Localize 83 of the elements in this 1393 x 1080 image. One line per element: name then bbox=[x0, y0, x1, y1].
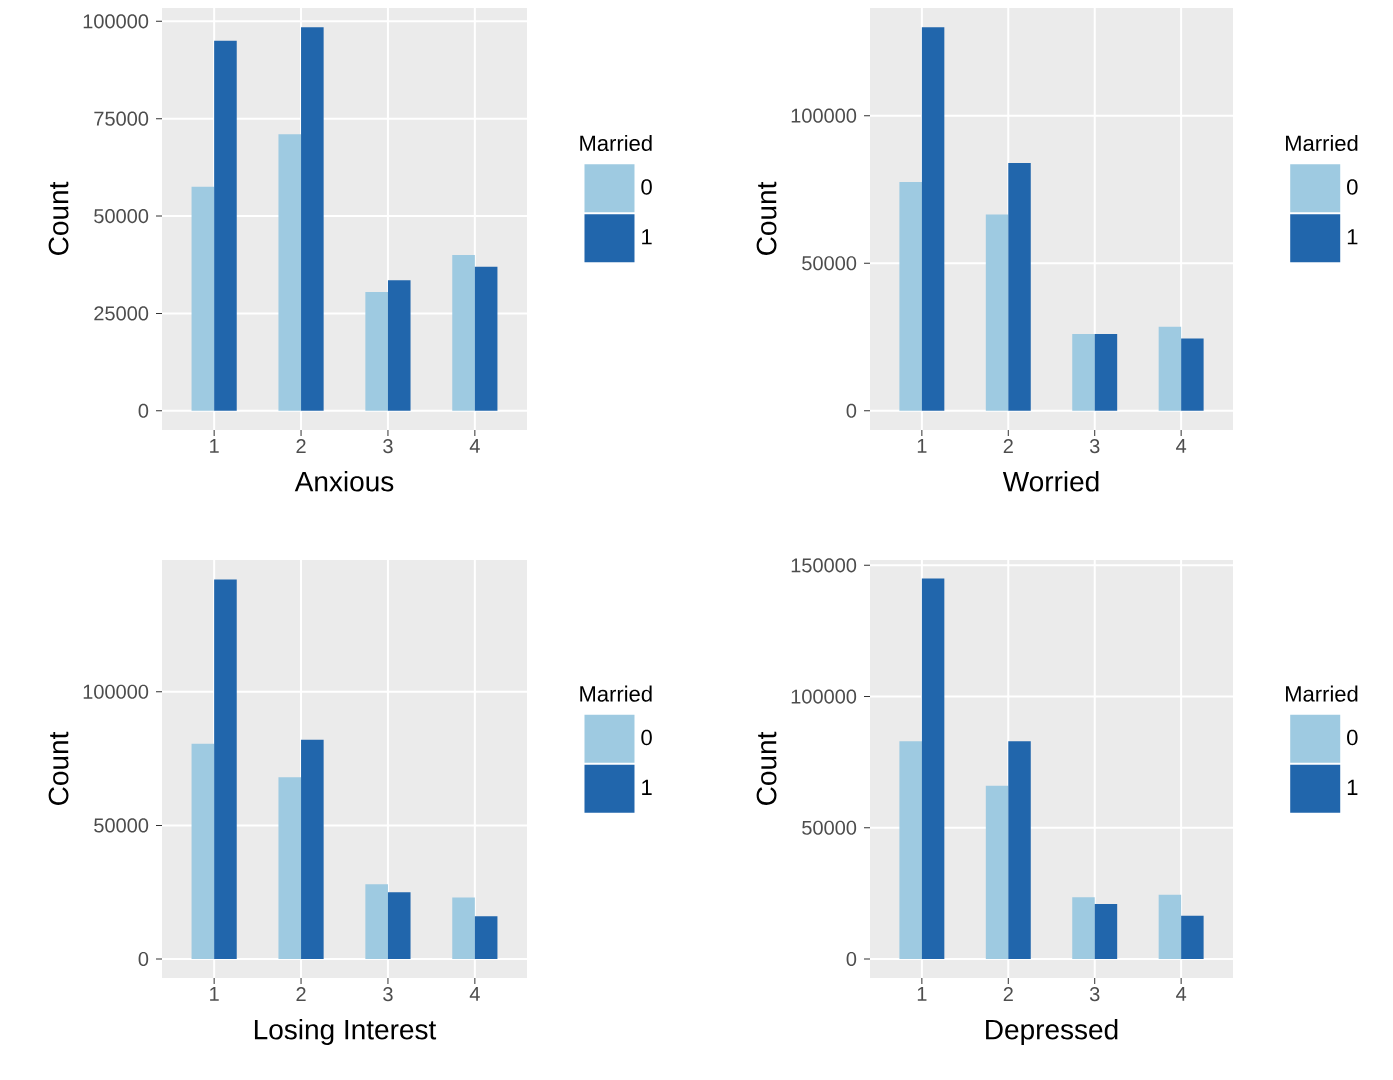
x-tick-label: 3 bbox=[1089, 439, 1100, 454]
bar bbox=[1072, 897, 1095, 959]
bar bbox=[452, 897, 475, 960]
x-tick-label: 4 bbox=[1176, 987, 1187, 1001]
y-tick-label: 0 bbox=[846, 951, 857, 967]
bar bbox=[1094, 903, 1118, 959]
bar bbox=[921, 27, 945, 411]
x-axis-title: Anxious bbox=[294, 470, 394, 492]
x-tick-label: 4 bbox=[469, 439, 480, 453]
bar bbox=[278, 777, 302, 960]
bar bbox=[387, 892, 411, 960]
y-tick-label: 150000 bbox=[791, 558, 857, 573]
y-tick-label: 25000 bbox=[94, 306, 149, 321]
x-tick-label: 4 bbox=[1176, 439, 1187, 453]
y-tick-label: 50000 bbox=[94, 208, 149, 224]
y-tick-label: 0 bbox=[138, 403, 149, 418]
bar bbox=[985, 214, 1009, 411]
bar bbox=[301, 27, 324, 411]
x-axis-title: Depressed bbox=[986, 1018, 1118, 1046]
legend-label: 1 bbox=[642, 229, 652, 245]
y-tick-label: 75000 bbox=[94, 111, 149, 126]
x-axis-title: Losing Interest bbox=[254, 1018, 437, 1046]
x-tick-label: 2 bbox=[296, 439, 306, 454]
x-tick-label: 1 bbox=[917, 439, 927, 453]
bar bbox=[365, 292, 388, 411]
bar bbox=[214, 40, 237, 411]
bar bbox=[1094, 334, 1118, 411]
bar bbox=[278, 134, 302, 411]
x-tick-label: 1 bbox=[917, 987, 927, 1001]
bar bbox=[474, 266, 498, 411]
x-axis-title: Worried bbox=[1002, 470, 1099, 492]
bar bbox=[921, 578, 945, 959]
legend-label: 0 bbox=[1347, 729, 1358, 746]
y-tick-label: 100000 bbox=[791, 689, 857, 704]
x-tick-label: 2 bbox=[1003, 987, 1013, 1002]
legend-label: 1 bbox=[1347, 779, 1358, 795]
y-axis-title: Count bbox=[756, 181, 777, 255]
y-tick-label: 50000 bbox=[802, 256, 857, 271]
y-tick-label: 100000 bbox=[83, 14, 149, 29]
y-tick-label: 0 bbox=[846, 403, 857, 418]
x-tick-label: 4 bbox=[469, 987, 480, 1001]
legend-label: 1 bbox=[1347, 229, 1358, 245]
x-tick-label: 3 bbox=[383, 439, 393, 454]
x-tick-label: 2 bbox=[1003, 439, 1013, 454]
y-axis-title: Count bbox=[48, 181, 69, 255]
bar bbox=[387, 280, 411, 411]
legend-title: Married bbox=[1286, 134, 1358, 152]
bar bbox=[1072, 334, 1095, 411]
legend-label: 1 bbox=[642, 779, 652, 795]
y-tick-label: 100000 bbox=[83, 684, 149, 699]
legend-label: 0 bbox=[641, 179, 652, 195]
bar bbox=[365, 884, 388, 960]
bar bbox=[1181, 915, 1204, 959]
bar bbox=[191, 743, 215, 960]
bar bbox=[214, 579, 237, 960]
bar bbox=[899, 741, 922, 959]
legend-title: Married bbox=[580, 134, 652, 152]
y-tick-label: 50000 bbox=[94, 818, 149, 833]
x-tick-label: 2 bbox=[296, 987, 306, 1002]
y-tick-label: 50000 bbox=[802, 820, 857, 835]
legend-label: 0 bbox=[641, 729, 652, 746]
x-tick-label: 1 bbox=[210, 439, 219, 453]
bar bbox=[985, 785, 1009, 959]
x-tick-label: 3 bbox=[383, 987, 393, 1002]
y-axis-title: Count bbox=[756, 731, 777, 805]
bar bbox=[1181, 338, 1204, 411]
bar bbox=[474, 916, 498, 960]
bar bbox=[1008, 741, 1031, 959]
y-tick-label: 100000 bbox=[791, 108, 857, 123]
bar bbox=[452, 255, 475, 411]
legend-label: 0 bbox=[1347, 179, 1358, 195]
legend-title: Married bbox=[1286, 685, 1358, 702]
bar bbox=[191, 186, 215, 411]
y-axis-title: Count bbox=[48, 731, 69, 805]
x-tick-label: 3 bbox=[1089, 987, 1100, 1002]
bar bbox=[1008, 162, 1031, 411]
bar bbox=[1158, 894, 1182, 959]
x-tick-label: 1 bbox=[210, 987, 219, 1001]
bar bbox=[899, 182, 922, 411]
bar bbox=[1158, 326, 1182, 411]
legend-title: Married bbox=[580, 685, 652, 702]
y-tick-label: 0 bbox=[138, 951, 149, 967]
bar bbox=[301, 739, 324, 960]
